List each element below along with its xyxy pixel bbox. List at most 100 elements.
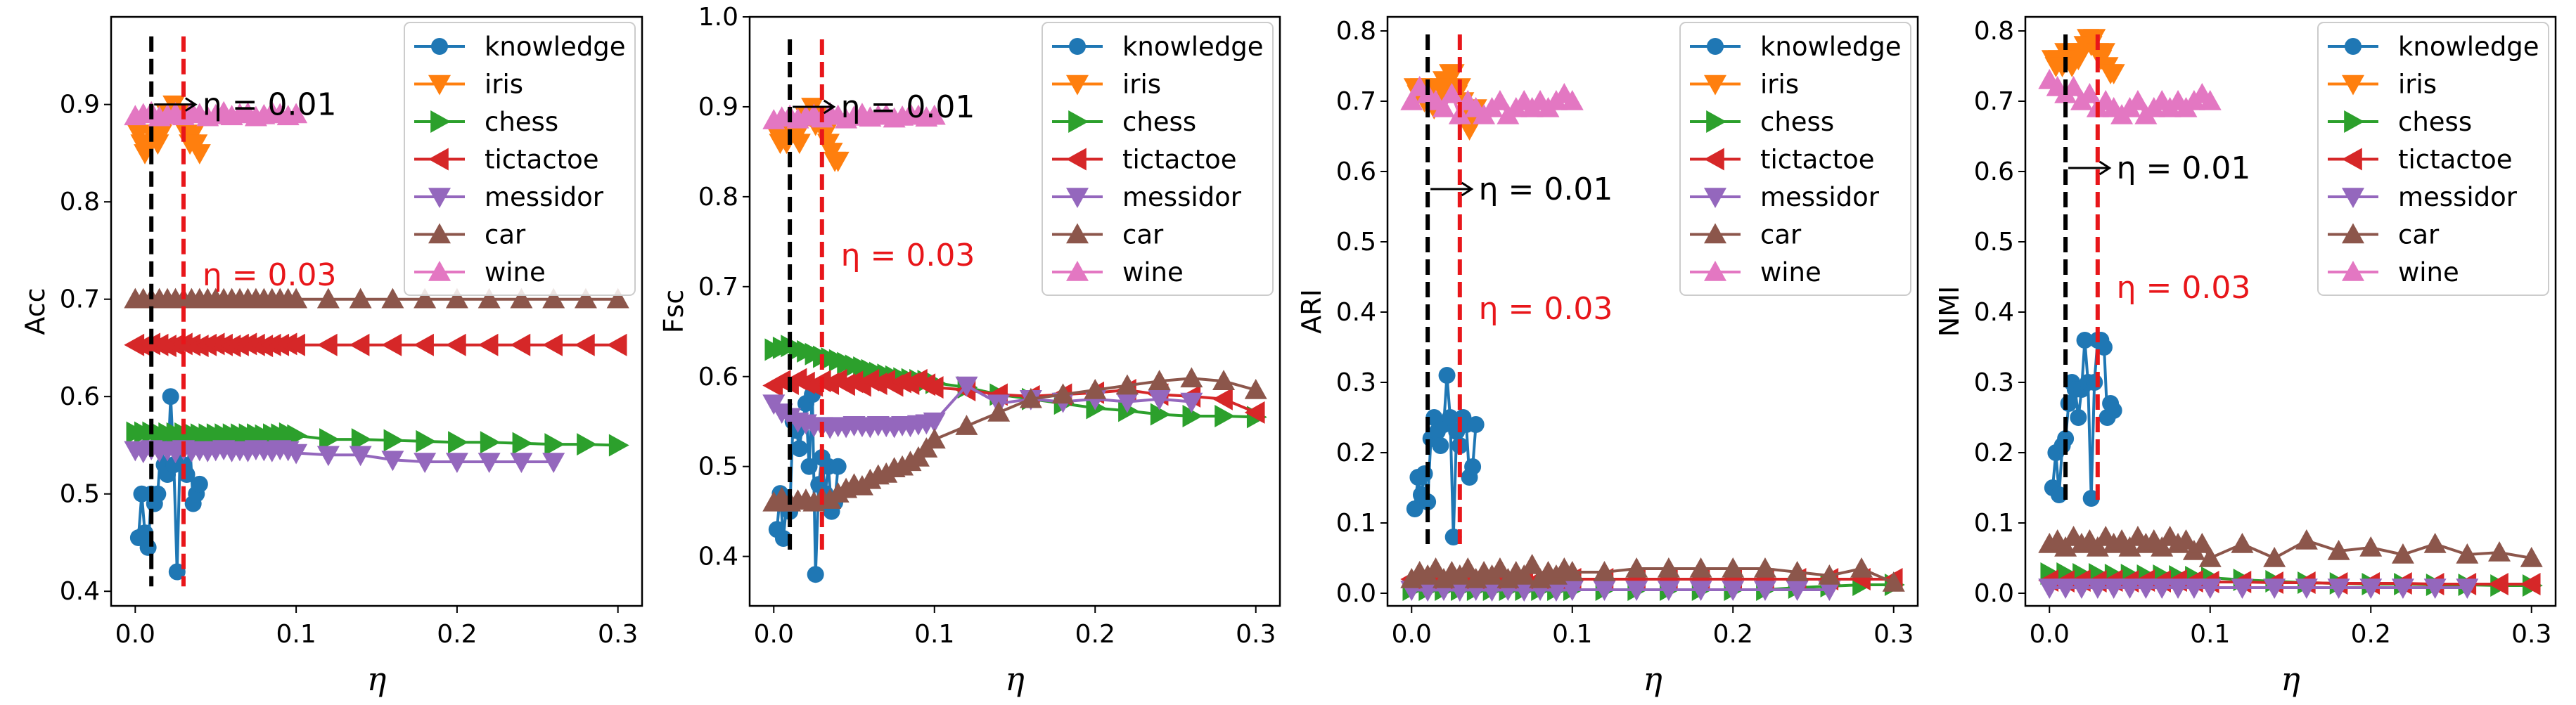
legend-label: knowledge bbox=[485, 32, 626, 62]
data-point-messidor bbox=[1480, 581, 1504, 602]
series-car bbox=[762, 367, 1267, 512]
data-point-messidor bbox=[2167, 578, 2190, 599]
subplot-2: 0.4 0.5 0.6 0.7 0.8 0.9 1.0 0.0 0.1 0.2 0.3 η Fsc η =… bbox=[658, 3, 1281, 698]
data-point-messidor bbox=[1753, 581, 1776, 601]
data-point-chess bbox=[512, 432, 533, 455]
y-axis-label: ARI bbox=[1296, 289, 1327, 334]
data-point-car bbox=[2231, 533, 2254, 553]
data-point-messidor bbox=[1689, 581, 1712, 601]
data-point-messidor bbox=[2151, 578, 2174, 599]
legend: knowledge iris chess tictactoe messidor car wi… bbox=[404, 22, 636, 296]
legend-marker bbox=[1066, 148, 1087, 171]
data-point-knowledge bbox=[2057, 430, 2075, 447]
legend-marker bbox=[2345, 38, 2362, 55]
data-point-car bbox=[2520, 547, 2543, 567]
x-axis-label: η bbox=[1005, 660, 1025, 698]
data-point-car bbox=[2191, 533, 2214, 553]
data-point-messidor bbox=[285, 444, 308, 465]
data-point-messidor bbox=[478, 453, 501, 474]
legend-marker bbox=[2342, 148, 2362, 171]
plot-area bbox=[762, 98, 1267, 583]
data-point-tictactoe bbox=[606, 333, 627, 356]
data-point-knowledge bbox=[191, 475, 208, 493]
data-point-knowledge bbox=[1444, 529, 1462, 545]
series-knowledge bbox=[2044, 332, 2122, 507]
annotation-arrowhead bbox=[1461, 181, 1474, 197]
data-point-chess bbox=[1215, 405, 1236, 428]
data-point-tictactoe bbox=[542, 333, 563, 356]
data-point-knowledge bbox=[1467, 416, 1485, 433]
data-point-car bbox=[2198, 547, 2222, 567]
legend: knowledge iris chess tictactoe messidor car wi… bbox=[1042, 22, 1274, 296]
plot-area bbox=[1400, 64, 1905, 602]
data-point-car bbox=[923, 428, 946, 449]
data-point-car bbox=[1593, 561, 1616, 581]
data-point-knowledge bbox=[1438, 367, 1456, 384]
legend-label: messidor bbox=[2398, 182, 2518, 212]
data-point-messidor bbox=[445, 453, 468, 474]
data-point-wine bbox=[2078, 83, 2101, 103]
x-tick-label: 0.2 bbox=[2351, 620, 2391, 649]
data-point-car bbox=[1722, 557, 1745, 578]
data-point-chess bbox=[1182, 405, 1203, 428]
legend-label: messidor bbox=[485, 182, 604, 212]
data-point-car bbox=[2295, 529, 2318, 550]
data-point-wine bbox=[1400, 90, 1423, 110]
y-tick-label: 0.6 bbox=[1336, 157, 1376, 186]
data-point-car bbox=[1180, 367, 1203, 388]
data-point-car bbox=[2359, 536, 2383, 557]
data-point-knowledge bbox=[790, 440, 808, 458]
data-point-car bbox=[1051, 383, 1075, 404]
legend-marker bbox=[2342, 75, 2364, 96]
subplot-1: 0.4 0.5 0.6 0.7 0.8 0.9 0.0 0.1 0.2 0.3 η Acc η = 0.… bbox=[20, 15, 643, 698]
threshold-annotation: η = 0.03 bbox=[1479, 291, 1613, 327]
legend-label: messidor bbox=[1760, 182, 1880, 212]
y-tick-label: 0.9 bbox=[60, 91, 100, 119]
data-point-messidor bbox=[1544, 581, 1568, 602]
legend-label: chess bbox=[485, 107, 558, 137]
x-axis-label: η bbox=[1643, 660, 1662, 698]
legend-marker bbox=[1068, 110, 1089, 133]
x-tick-label: 0.2 bbox=[1075, 620, 1115, 649]
data-point-car bbox=[1850, 557, 1873, 578]
data-point-knowledge bbox=[1432, 437, 1449, 454]
data-point-tictactoe bbox=[2488, 573, 2508, 595]
data-point-tictactoe bbox=[574, 333, 595, 356]
legend-label: chess bbox=[1760, 107, 1834, 137]
legend-marker bbox=[428, 261, 451, 281]
data-point-iris bbox=[188, 144, 211, 164]
data-point-car bbox=[1084, 378, 1107, 399]
y-tick-label: 0.7 bbox=[60, 285, 100, 314]
threshold-annotation: η = 0.03 bbox=[841, 238, 975, 273]
data-point-messidor bbox=[1593, 581, 1616, 601]
x-tick-label: 0.3 bbox=[1873, 620, 1914, 649]
data-point-car bbox=[445, 287, 468, 309]
x-tick-label: 0.0 bbox=[115, 620, 155, 649]
y-tick-label: 0.9 bbox=[698, 93, 738, 122]
y-tick-label: 0.6 bbox=[60, 382, 100, 411]
legend-label: iris bbox=[2398, 70, 2437, 100]
y-axis-label: NMI bbox=[1934, 286, 1965, 337]
x-tick-label: 0.0 bbox=[754, 620, 794, 649]
legend: knowledge iris chess tictactoe messidor car wi… bbox=[1679, 22, 1911, 296]
data-point-knowledge bbox=[168, 563, 186, 581]
data-point-car bbox=[987, 401, 1011, 422]
data-point-wine bbox=[2126, 90, 2149, 110]
data-point-messidor bbox=[510, 453, 533, 474]
data-point-tictactoe bbox=[285, 333, 305, 356]
data-point-messidor bbox=[1115, 392, 1139, 413]
legend-marker bbox=[1704, 261, 1726, 281]
y-tick-label: 0.1 bbox=[1974, 509, 2014, 538]
y-tick-label: 0.7 bbox=[1974, 87, 2014, 116]
data-point-tictactoe bbox=[923, 376, 944, 399]
data-point-tictactoe bbox=[1244, 401, 1265, 424]
x-tick-label: 0.0 bbox=[2030, 620, 2070, 649]
x-tick-label: 0.1 bbox=[1552, 620, 1592, 649]
legend-label: car bbox=[2398, 220, 2440, 250]
data-point-car bbox=[1561, 561, 1584, 581]
data-point-messidor bbox=[2038, 578, 2061, 599]
data-point-knowledge bbox=[807, 566, 824, 583]
series-knowledge bbox=[1406, 367, 1485, 545]
data-point-knowledge bbox=[1442, 409, 1459, 426]
